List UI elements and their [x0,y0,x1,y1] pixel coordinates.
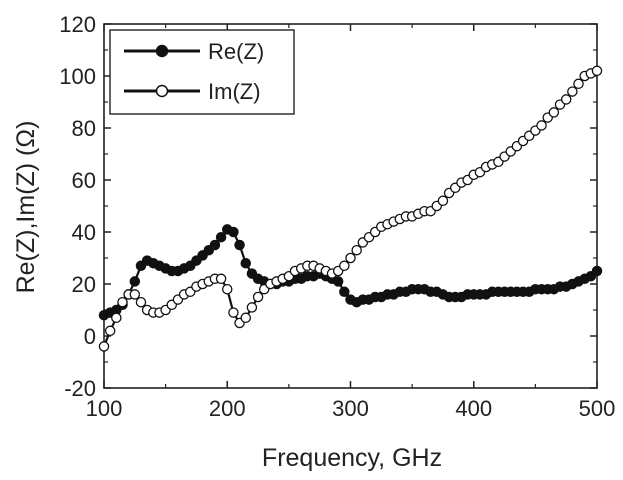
data-point-im-z [240,312,251,324]
y-tick-label: -20 [64,376,96,401]
data-point-re-z [234,239,245,251]
data-point-im-z [573,78,584,90]
axes: 100 200 300 400 500 -20 0 20 40 60 80 100 120 [59,12,615,421]
data-point-im-z [437,195,449,207]
legend-label: Re(Z) [208,39,264,64]
data-point-re-z [332,276,344,287]
x-tick-label: 300 [332,396,369,421]
data-point-im-z [339,260,350,272]
x-tick-label: 500 [579,396,616,421]
series-layer [98,65,603,352]
x-tick-label: 100 [86,396,123,421]
data-point-im-z [548,107,560,118]
y-tick-label: 0 [84,324,96,349]
data-point-im-z [228,307,239,318]
data-point-im-z [345,252,356,264]
y-tick-label: 100 [59,64,96,89]
legend-label: Im(Z) [208,79,261,104]
data-point-im-z [98,341,110,352]
data-point-im-z [117,296,128,308]
y-tick-label: 80 [72,116,96,141]
data-point-re-z [215,231,227,243]
y-tick-label: 40 [72,220,96,245]
data-point-im-z [104,325,116,337]
x-axis-title: Frequency, GHz [262,444,442,472]
x-tick-label: 200 [209,396,246,421]
data-point-im-z [221,283,233,295]
data-point-im-z [135,296,147,308]
data-point-re-z [228,226,239,238]
legend: Re(Z) Im(Z) [109,29,295,115]
data-point-re-z [240,257,251,269]
data-point-re-z [339,286,350,298]
legend-marker [155,84,169,98]
legend-marker [155,44,169,58]
legend-box [109,29,295,115]
data-point-re-z [209,239,221,251]
x-tick-label: 400 [455,396,492,421]
data-point-im-z [252,291,264,303]
data-point-im-z [111,312,122,324]
y-tick-label: 20 [72,272,96,297]
data-point-im-z [129,289,141,300]
data-point-im-z [246,302,258,313]
y-tick-label: 120 [59,12,96,37]
data-point-im-z [567,86,578,97]
y-axis-title: Re(Z),Im(Z) (Ω) [12,121,40,294]
data-point-im-z [560,94,572,105]
data-point-re-z [129,276,141,287]
data-point-re-z [591,265,603,277]
data-point-im-z [351,244,362,256]
data-point-im-z [215,273,227,285]
data-point-im-z [591,65,603,77]
y-tick-label: 60 [72,168,96,193]
data-point-im-z [536,120,547,131]
